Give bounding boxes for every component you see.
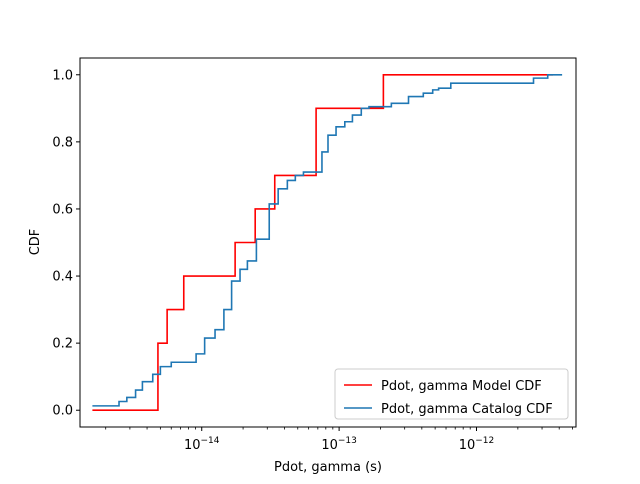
axes-frame — [79, 57, 577, 428]
y-tick-label: 1.0 — [52, 68, 73, 83]
x-axis: 10−14 10−13 10−12 — [105, 427, 573, 453]
legend: Pdot, gamma Model CDF Pdot, gamma Catalo… — [334, 368, 569, 420]
legend-box — [334, 368, 569, 420]
x-tick-label: 10−12 — [459, 436, 495, 453]
catalog-cdf-line — [92, 73, 563, 407]
series-layer — [92, 73, 563, 412]
x-tick-label: 10−13 — [321, 436, 357, 453]
plot-area — [79, 57, 577, 428]
y-axis: 0.0 0.2 0.4 0.6 0.8 1.0 — [52, 68, 80, 419]
legend-label-catalog: Pdot, gamma Catalog CDF — [381, 402, 553, 417]
y-tick-label: 0.6 — [52, 202, 73, 217]
x-axis-label: Pdot, gamma (s) — [274, 460, 382, 475]
y-tick-label: 0.4 — [52, 270, 73, 285]
x-tick-label: 10−14 — [184, 436, 220, 453]
y-tick-label: 0.0 — [52, 404, 73, 419]
y-tick-label: 0.8 — [52, 135, 73, 150]
model-cdf-line — [92, 73, 553, 412]
y-tick-label: 0.2 — [52, 337, 73, 352]
y-axis-label: CDF — [28, 229, 43, 256]
legend-label-model: Pdot, gamma Model CDF — [381, 379, 542, 394]
